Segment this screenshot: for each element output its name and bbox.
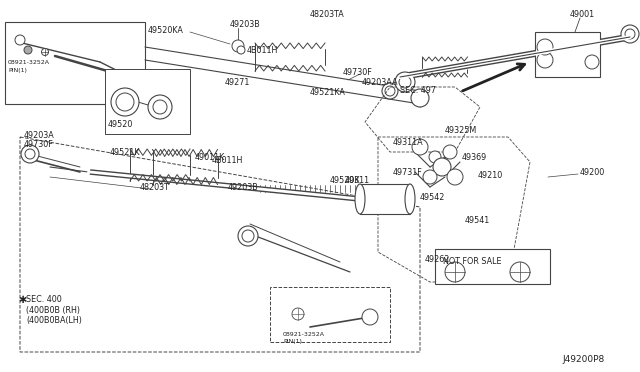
Text: 49200: 49200 — [580, 167, 605, 176]
Text: 49541: 49541 — [465, 215, 490, 224]
Text: 49730F: 49730F — [343, 67, 372, 77]
Circle shape — [292, 308, 304, 320]
Text: 49521KA: 49521KA — [310, 87, 346, 96]
Bar — [435, 249, 550, 284]
Text: 49203A: 49203A — [24, 131, 55, 140]
Text: 49001: 49001 — [570, 10, 595, 19]
Text: PIN(1): PIN(1) — [8, 67, 27, 73]
Text: 49311A: 49311A — [393, 138, 424, 147]
Text: 4B011H: 4B011H — [247, 45, 278, 55]
Text: (400B0B (RH): (400B0B (RH) — [26, 305, 80, 314]
Circle shape — [111, 88, 139, 116]
Circle shape — [382, 83, 398, 99]
Text: 49325M: 49325M — [445, 125, 477, 135]
Circle shape — [232, 40, 244, 52]
Text: 49369: 49369 — [462, 153, 487, 161]
Text: 49262: 49262 — [425, 256, 451, 264]
Text: PIN(1): PIN(1) — [283, 340, 302, 344]
Circle shape — [621, 25, 639, 43]
Circle shape — [411, 89, 429, 107]
Text: SEC. 497: SEC. 497 — [400, 86, 436, 94]
Text: 49730F: 49730F — [24, 140, 54, 148]
Bar — [360, 184, 410, 214]
Circle shape — [447, 169, 463, 185]
Text: NOT FOR SALE: NOT FOR SALE — [443, 257, 502, 266]
Text: 49521K: 49521K — [110, 148, 141, 157]
Text: 49011K: 49011K — [195, 153, 225, 161]
Text: 49271: 49271 — [225, 77, 250, 87]
Circle shape — [21, 145, 39, 163]
Circle shape — [238, 226, 258, 246]
Circle shape — [510, 262, 530, 282]
Circle shape — [423, 170, 437, 184]
Text: ✱: ✱ — [18, 295, 26, 305]
Text: 49210: 49210 — [478, 170, 503, 180]
Circle shape — [399, 76, 411, 88]
Bar — [105, 69, 190, 134]
Text: 49311: 49311 — [345, 176, 370, 185]
Circle shape — [445, 262, 465, 282]
Text: SEC. 400: SEC. 400 — [26, 295, 61, 305]
Circle shape — [237, 46, 245, 54]
Circle shape — [25, 149, 35, 159]
Text: 49520KA: 49520KA — [148, 26, 184, 35]
Text: 49203B: 49203B — [228, 183, 259, 192]
Circle shape — [362, 309, 378, 325]
Circle shape — [443, 145, 457, 159]
Bar — [270, 287, 390, 342]
Circle shape — [148, 95, 172, 119]
Circle shape — [537, 52, 553, 68]
Circle shape — [242, 230, 254, 242]
Ellipse shape — [355, 184, 365, 214]
Bar — [5, 22, 145, 104]
Text: 48203T: 48203T — [140, 183, 170, 192]
Circle shape — [585, 55, 599, 69]
Text: 08921-3252A: 08921-3252A — [283, 331, 325, 337]
Text: 49520: 49520 — [108, 119, 133, 128]
Text: 4B011H: 4B011H — [212, 155, 243, 164]
Circle shape — [116, 93, 134, 111]
Circle shape — [625, 29, 635, 39]
Circle shape — [429, 151, 441, 163]
Circle shape — [395, 72, 415, 92]
Text: J49200P8: J49200P8 — [563, 356, 605, 365]
Text: 49542: 49542 — [420, 192, 445, 202]
Text: (400B0BA(LH): (400B0BA(LH) — [26, 315, 82, 324]
Circle shape — [42, 48, 49, 55]
Circle shape — [433, 158, 451, 176]
Text: 48203TA: 48203TA — [310, 10, 345, 19]
Circle shape — [385, 86, 395, 96]
Circle shape — [537, 39, 553, 55]
Circle shape — [153, 100, 167, 114]
Text: 49203AA: 49203AA — [362, 77, 399, 87]
Ellipse shape — [405, 184, 415, 214]
Bar — [535, 32, 600, 77]
Circle shape — [412, 139, 428, 155]
Circle shape — [24, 46, 32, 54]
Circle shape — [15, 35, 25, 45]
Text: 49203B: 49203B — [230, 19, 260, 29]
Text: 08921-3252A: 08921-3252A — [8, 60, 50, 64]
Text: 49731F: 49731F — [393, 167, 423, 176]
Text: 49520K: 49520K — [330, 176, 360, 185]
